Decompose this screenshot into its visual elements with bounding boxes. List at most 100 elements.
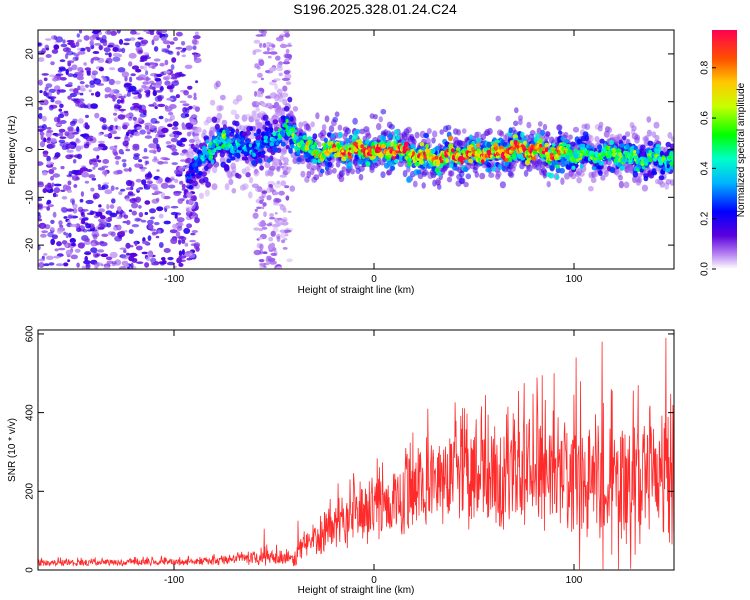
noise-speckle xyxy=(44,86,49,91)
noise-speckle xyxy=(259,243,264,251)
noise-speckle xyxy=(83,62,87,66)
noise-speckle xyxy=(284,53,293,59)
noise-speckle xyxy=(160,36,167,41)
signal-cell xyxy=(358,173,364,181)
signal-cell xyxy=(307,136,313,141)
noise-speckle xyxy=(151,39,155,46)
noise-speckle xyxy=(266,255,272,260)
noise-speckle xyxy=(67,259,71,263)
noise-speckle xyxy=(161,257,166,261)
noise-speckle xyxy=(126,220,131,225)
noise-speckle xyxy=(167,123,173,128)
noise-speckle xyxy=(99,241,108,247)
signal-cell xyxy=(262,114,269,121)
noise-speckle xyxy=(53,183,62,187)
signal-cell xyxy=(248,115,254,123)
noise-speckle xyxy=(157,95,163,102)
noise-speckle xyxy=(184,242,189,247)
signal-cell xyxy=(596,165,602,170)
signal-cell xyxy=(268,170,274,177)
signal-cell xyxy=(563,139,570,144)
noise-speckle xyxy=(128,167,132,172)
noise-speckle xyxy=(50,219,55,224)
noise-speckle xyxy=(149,84,153,90)
signal-cell xyxy=(468,158,474,164)
signal-cell xyxy=(218,105,224,111)
noise-speckle xyxy=(258,196,265,199)
noise-speckle xyxy=(83,105,89,109)
signal-cell xyxy=(510,160,517,169)
noise-speckle xyxy=(68,232,72,238)
noise-speckle xyxy=(129,76,133,83)
noise-speckle xyxy=(252,212,259,219)
noise-speckle xyxy=(89,40,94,46)
noise-speckle xyxy=(138,205,142,209)
noise-speckle xyxy=(100,253,109,258)
signal-cell xyxy=(609,139,614,145)
noise-speckle xyxy=(58,89,66,93)
noise-speckle xyxy=(38,204,43,210)
signal-cell xyxy=(312,133,318,140)
signal-cell xyxy=(272,119,279,125)
signal-cell xyxy=(391,156,396,160)
noise-speckle xyxy=(117,206,122,212)
noise-speckle xyxy=(145,160,150,165)
noise-speckle xyxy=(76,75,84,81)
signal-cell xyxy=(205,116,213,124)
noise-speckle xyxy=(55,73,64,76)
noise-speckle xyxy=(154,190,161,196)
noise-speckle xyxy=(158,213,164,219)
noise-speckle xyxy=(102,159,110,164)
noise-speckle xyxy=(90,103,98,109)
noise-speckle xyxy=(262,251,268,254)
noise-speckle xyxy=(259,199,264,204)
signal-cell xyxy=(584,157,588,162)
signal-cell xyxy=(598,170,603,176)
noise-speckle xyxy=(121,159,127,163)
noise-speckle xyxy=(38,42,42,46)
noise-speckle xyxy=(48,104,54,111)
signal-cell xyxy=(376,123,382,131)
noise-speckle xyxy=(183,126,187,129)
noise-speckle xyxy=(82,228,88,233)
noise-speckle xyxy=(173,133,180,139)
signal-cell xyxy=(453,162,458,168)
noise-speckle xyxy=(59,224,64,228)
noise-speckle xyxy=(163,248,171,253)
noise-speckle xyxy=(144,262,150,268)
noise-speckle xyxy=(54,100,62,105)
noise-speckle xyxy=(151,262,160,266)
noise-speckle xyxy=(75,91,80,95)
noise-speckle xyxy=(113,151,119,156)
noise-speckle xyxy=(67,82,73,85)
noise-speckle xyxy=(58,220,63,226)
noise-speckle xyxy=(52,132,58,136)
noise-speckle xyxy=(152,231,159,235)
noise-speckle xyxy=(171,151,180,156)
noise-speckle xyxy=(137,117,143,122)
noise-speckle xyxy=(134,163,141,168)
signal-cell xyxy=(423,132,429,139)
signal-cell xyxy=(275,142,279,146)
noise-speckle xyxy=(71,64,78,71)
noise-speckle xyxy=(162,40,171,45)
signal-cell xyxy=(588,135,594,142)
noise-speckle xyxy=(92,147,101,152)
noise-speckle xyxy=(138,74,147,78)
signal-cell xyxy=(326,132,332,137)
noise-speckle xyxy=(276,235,281,242)
signal-cell xyxy=(511,154,517,160)
signal-cell xyxy=(338,175,345,183)
signal-cell xyxy=(480,159,485,164)
noise-speckle xyxy=(147,219,154,225)
noise-speckle xyxy=(54,193,59,197)
noise-speckle xyxy=(92,51,100,54)
noise-speckle xyxy=(79,92,84,96)
noise-speckle xyxy=(158,261,164,264)
noise-speckle xyxy=(189,239,197,243)
noise-speckle xyxy=(178,250,183,257)
noise-speckle xyxy=(131,202,139,209)
noise-speckle xyxy=(253,49,262,53)
noise-speckle xyxy=(167,50,174,55)
noise-speckle xyxy=(170,205,179,209)
